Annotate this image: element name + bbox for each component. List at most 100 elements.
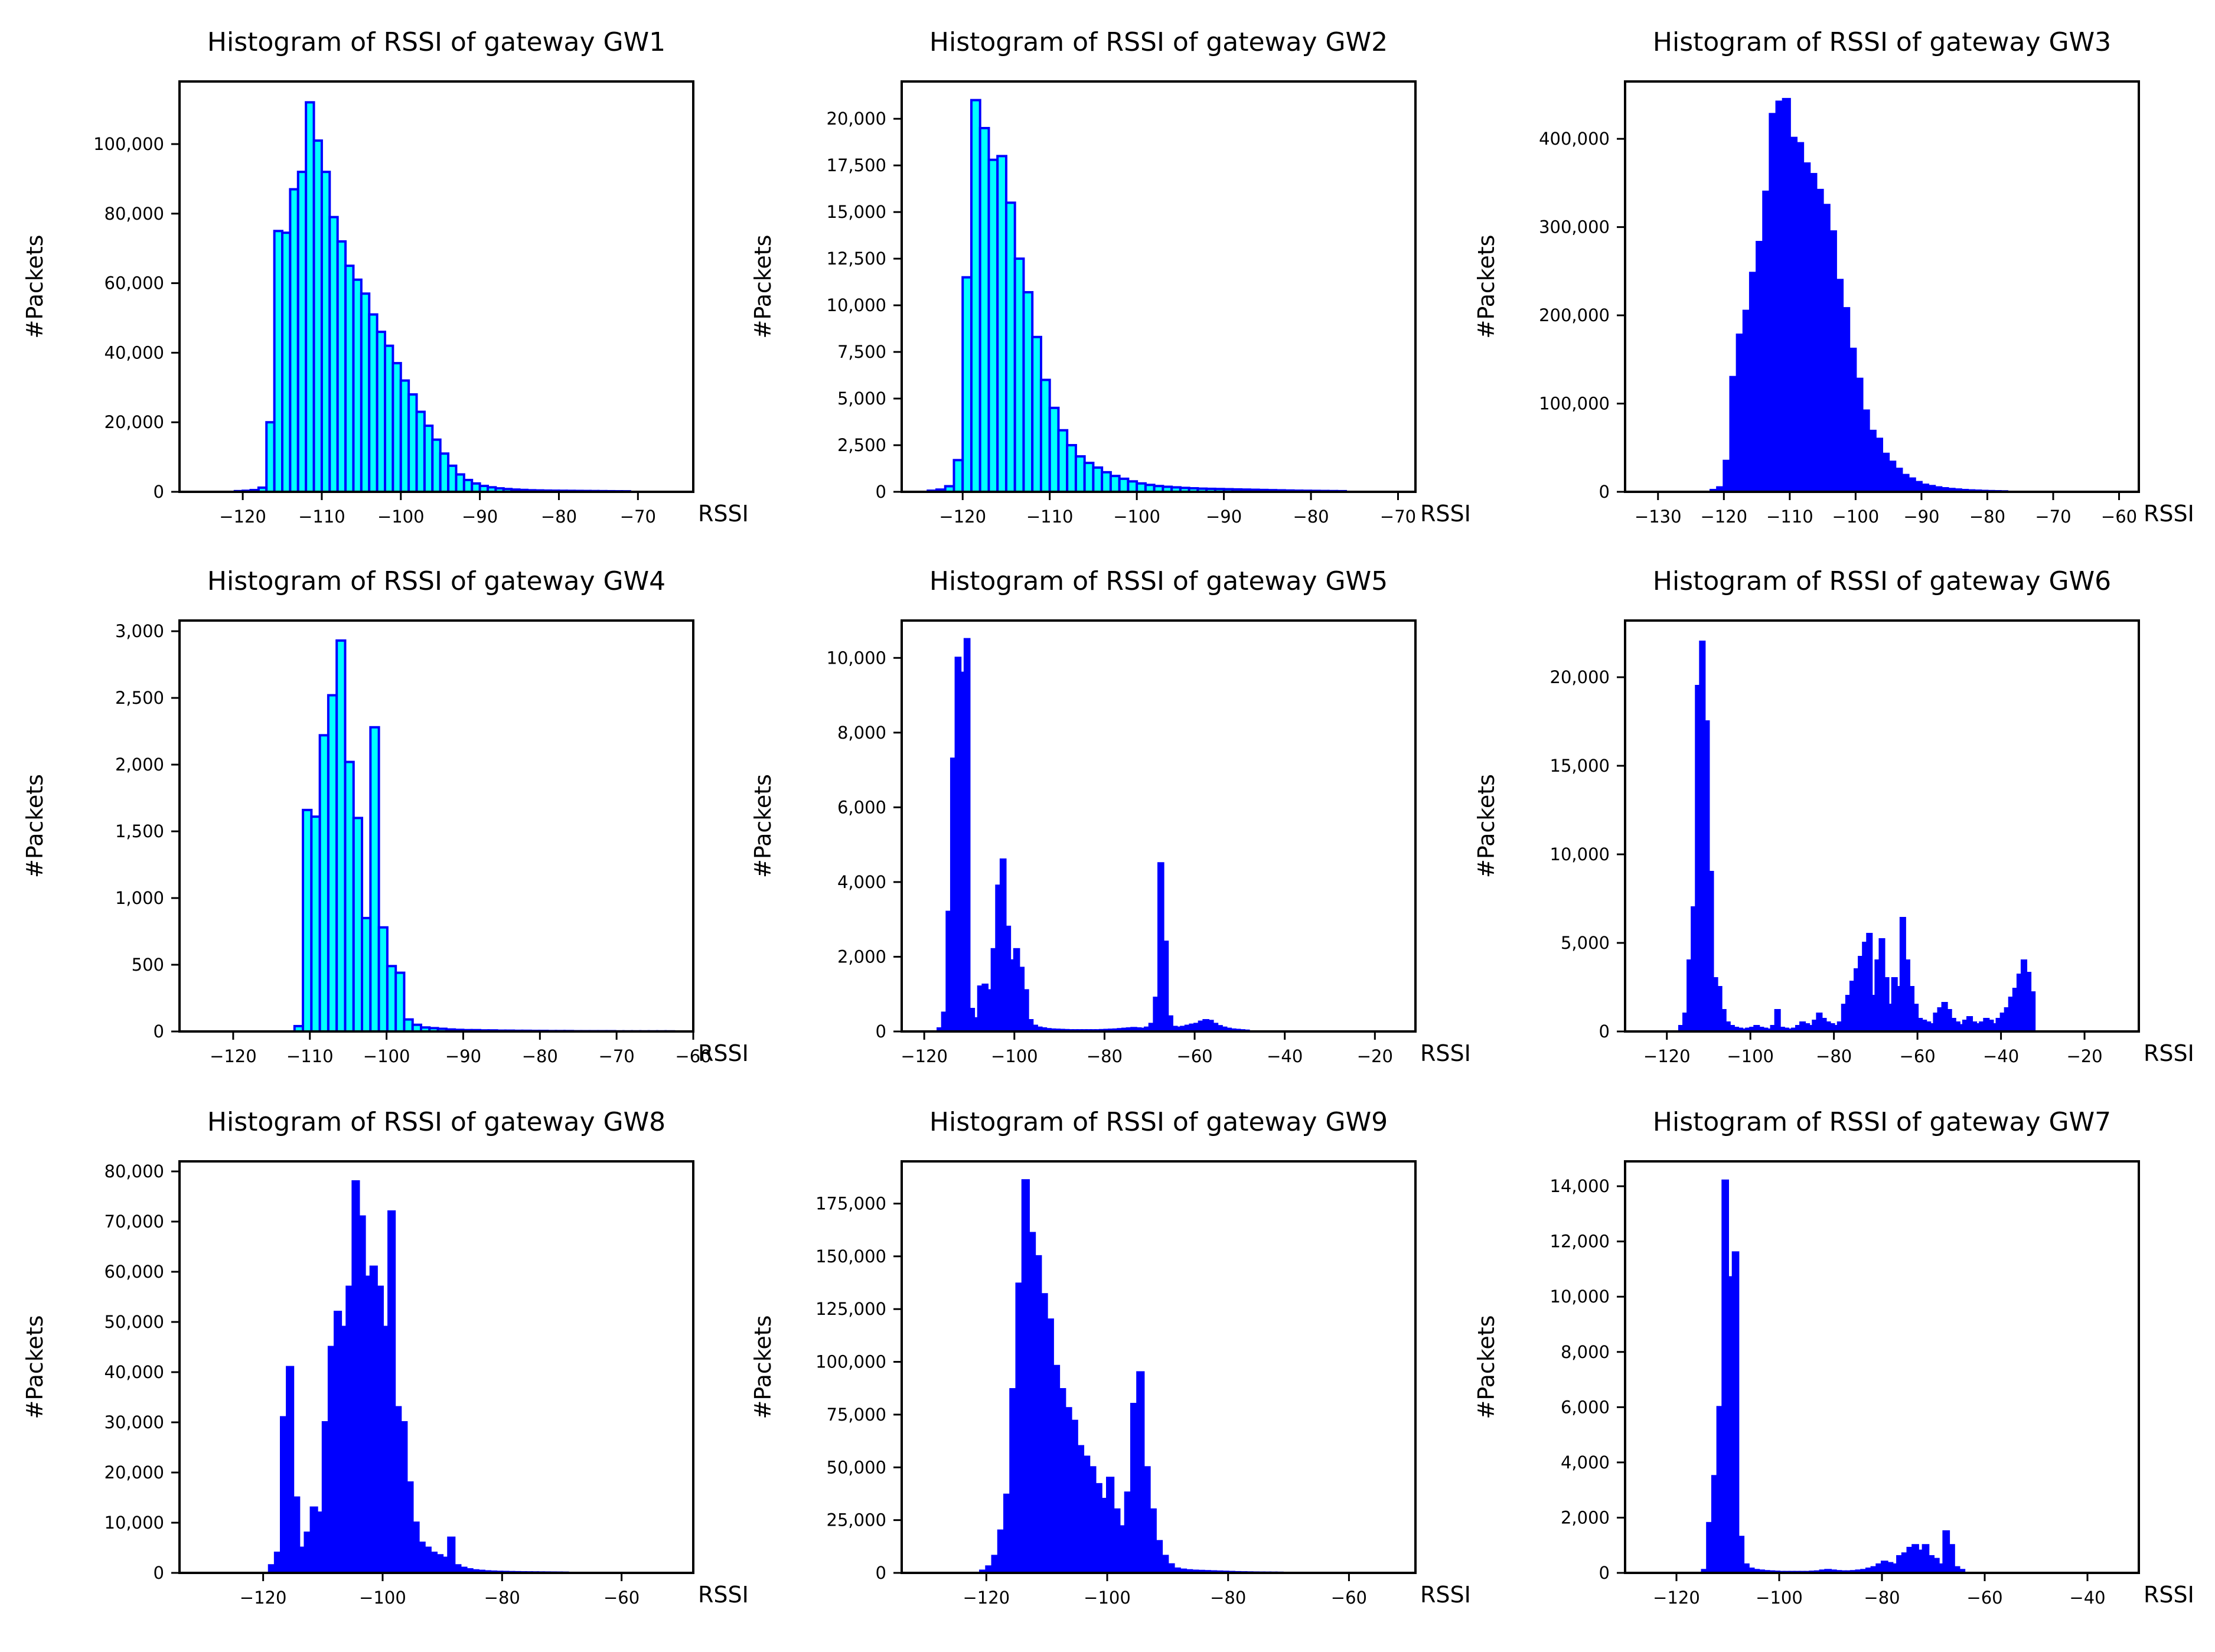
y-tick-label: 40,000 — [105, 342, 164, 363]
x-tick-label: −100 — [1084, 1588, 1131, 1608]
x-tick-label: −60 — [675, 1046, 711, 1066]
y-tick-label: 3,000 — [115, 621, 164, 641]
x-axis-label: RSSI — [2144, 501, 2194, 527]
histogram-bar — [368, 313, 379, 493]
histogram-bar — [970, 99, 981, 493]
histogram-bar — [281, 231, 292, 493]
y-tick-label: 0 — [154, 1563, 164, 1583]
x-tick-label: −80 — [1087, 1046, 1123, 1066]
histogram-bar — [327, 694, 338, 1033]
y-tick-label: 2,000 — [115, 755, 164, 775]
panel-5: −120 −100 −80 −60 −40 −20 0 2,000 4,000 6,000 8,00… — [750, 566, 1471, 1066]
y-tick-label: 15,000 — [827, 202, 886, 222]
histogram-bar — [399, 379, 410, 494]
y-tick-label: 0 — [1599, 1563, 1610, 1583]
y-tick-label: 8,000 — [837, 723, 886, 743]
histogram-bar — [344, 265, 355, 493]
x-axis-label: RSSI — [698, 501, 749, 527]
y-tick-label: 0 — [876, 482, 886, 502]
y-tick-label: 20,000 — [1550, 667, 1610, 687]
x-tick-label: −60 — [1966, 1588, 2002, 1608]
x-tick-label: −80 — [1210, 1588, 1246, 1608]
histogram-bar — [305, 101, 315, 493]
histogram-bar — [318, 734, 330, 1033]
histogram-bar — [352, 278, 363, 493]
y-tick-label: 0 — [154, 482, 164, 502]
histogram-bar — [1092, 466, 1104, 493]
y-axis-label: #Packets — [22, 235, 48, 339]
histogram-bar — [1066, 444, 1077, 494]
y-axis-label: #Packets — [1473, 774, 1499, 878]
panel-7: −120 −100 −80 −60 0 10,000 20,000 30,000 40,000 5… — [22, 1107, 749, 1608]
y-axis-label: #Packets — [22, 1315, 48, 1419]
x-axis-label: RSSI — [2144, 1040, 2194, 1066]
x-tick-label: −70 — [1380, 507, 1416, 527]
plot-frame — [1624, 80, 2140, 493]
y-tick-label: 10,000 — [827, 648, 886, 668]
plot-frame — [901, 619, 1417, 1033]
histogram-bar — [1013, 257, 1025, 493]
y-tick-label: 175,000 — [815, 1193, 886, 1213]
histogram-bar — [386, 965, 397, 1033]
x-tick-label: −110 — [286, 1046, 334, 1066]
histogram-bar — [987, 158, 999, 493]
y-tick-label: 5,000 — [1561, 933, 1610, 953]
y-tick-label: 17,500 — [827, 155, 886, 175]
histogram-bar — [471, 482, 481, 493]
x-tick-label: −60 — [2101, 507, 2137, 527]
x-tick-label: −60 — [1176, 1046, 1212, 1066]
y-tick-label: 1,000 — [115, 888, 164, 908]
histogram-bar — [1057, 429, 1069, 493]
y-tick-label: 100,000 — [815, 1352, 886, 1372]
y-tick-label: 300,000 — [1539, 217, 1610, 237]
x-tick-label: −40 — [1267, 1046, 1303, 1066]
histogram-bar — [1118, 477, 1130, 494]
x-tick-label: −40 — [1983, 1046, 2019, 1066]
histogram-bar — [447, 464, 458, 494]
y-tick-label: 7,500 — [837, 342, 886, 362]
x-tick-label: −120 — [1700, 507, 1747, 527]
histogram-bar — [392, 362, 402, 494]
x-tick-label: −110 — [298, 507, 345, 527]
plot-frame — [901, 80, 1417, 493]
y-tick-label: 200,000 — [1539, 305, 1610, 325]
y-tick-label: 4,000 — [837, 872, 886, 892]
plot-frame — [901, 1160, 1417, 1574]
x-tick-label: −110 — [1766, 507, 1813, 527]
histogram-bar — [1136, 482, 1147, 494]
histogram-bar — [1101, 471, 1112, 494]
x-tick-label: −20 — [1357, 1046, 1393, 1066]
x-tick-label: −60 — [1900, 1046, 1936, 1066]
y-axis-label: #Packets — [750, 1315, 776, 1419]
chart-title: Histogram of RSSI of gateway GW2 — [929, 27, 1388, 57]
x-tick-label: −20 — [2066, 1046, 2102, 1066]
histogram-bar — [273, 230, 283, 493]
y-tick-label: 80,000 — [105, 1161, 164, 1181]
histogram-bar — [1127, 480, 1139, 493]
histogram-bar — [302, 808, 313, 1033]
histogram-bar — [1039, 378, 1051, 494]
x-tick-label: −120 — [219, 507, 266, 527]
x-tick-label: −120 — [210, 1046, 257, 1066]
panel-1: −120 −110 −100 −90 −80 −70 0 20,000 40,000 60,000… — [22, 27, 749, 527]
y-tick-label: 80,000 — [105, 204, 164, 224]
histogram-bar — [1022, 290, 1034, 493]
x-tick-label: −70 — [2035, 507, 2071, 527]
x-tick-label: −80 — [1816, 1046, 1852, 1066]
histogram-bar — [296, 171, 308, 493]
y-tick-label: 150,000 — [815, 1246, 886, 1266]
y-tick-label: 500 — [132, 955, 164, 975]
y-tick-label: 10,000 — [1550, 844, 1610, 864]
x-tick-label: −110 — [1026, 507, 1074, 527]
x-tick-label: −120 — [1653, 1588, 1700, 1608]
histogram-bar — [377, 926, 389, 1033]
y-tick-label: 20,000 — [105, 1462, 164, 1483]
panel-3: −130 −120 −110 −100 −90 −80 −70 −60 0 100,000 200,… — [1473, 27, 2194, 527]
y-tick-label: 0 — [876, 1563, 886, 1583]
histogram-bar — [1083, 462, 1095, 494]
y-tick-label: 6,000 — [837, 797, 886, 817]
histogram-bar — [952, 459, 964, 493]
y-tick-label: 30,000 — [105, 1412, 164, 1432]
x-axis-label: RSSI — [1420, 1582, 1471, 1608]
